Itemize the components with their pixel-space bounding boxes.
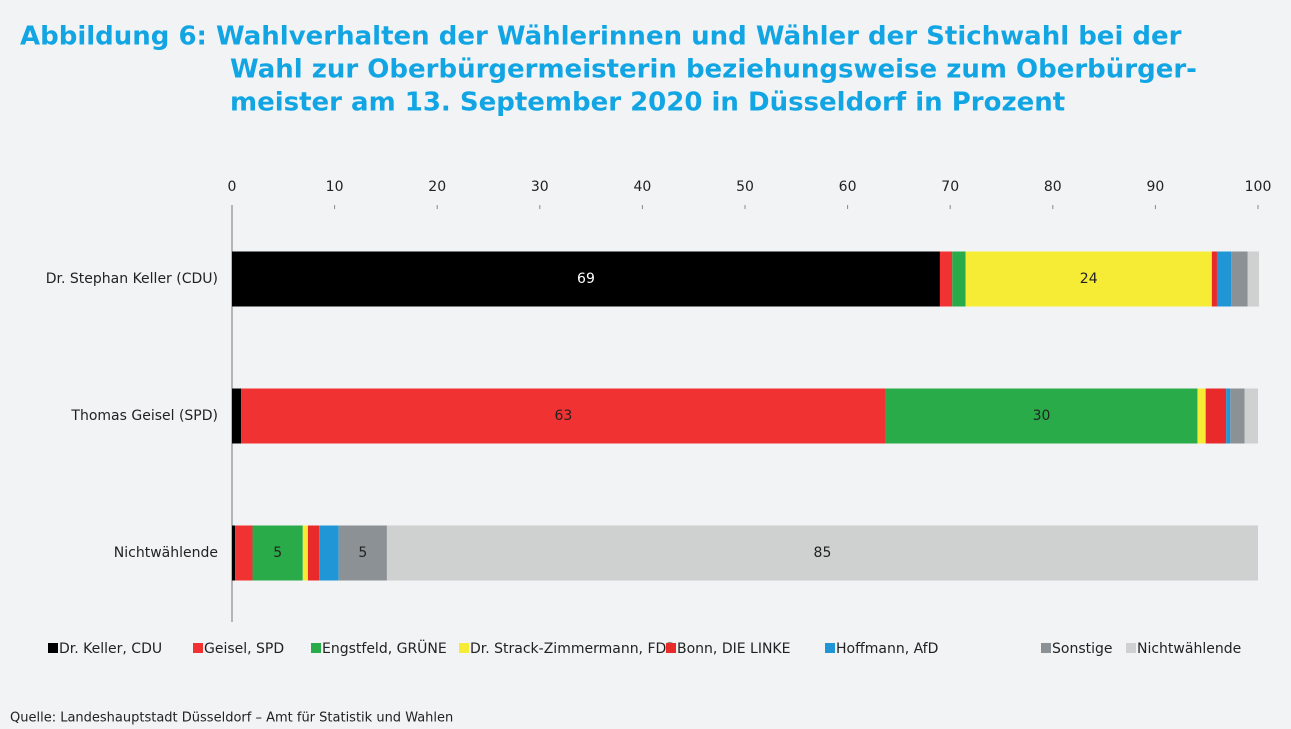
x-tick-label: 50 bbox=[736, 179, 754, 195]
bar-segment bbox=[1244, 388, 1258, 444]
y-tick-label: Dr. Stephan Keller (CDU) bbox=[46, 271, 218, 287]
x-tick-label: 20 bbox=[428, 179, 446, 195]
legend-swatch bbox=[311, 643, 321, 653]
bar-segment bbox=[232, 388, 242, 444]
bar-segment bbox=[232, 525, 236, 581]
x-tick-label: 90 bbox=[1146, 179, 1164, 195]
x-tick-label: 10 bbox=[326, 179, 344, 195]
x-tick-label: 30 bbox=[531, 179, 549, 195]
data-label: 5 bbox=[358, 545, 367, 561]
legend-swatch bbox=[1041, 643, 1051, 653]
bar-segment bbox=[1231, 251, 1248, 307]
legend-swatch bbox=[193, 643, 203, 653]
y-tick-label: Thomas Geisel (SPD) bbox=[70, 408, 218, 424]
bar-segment bbox=[1197, 388, 1206, 444]
bar-segment bbox=[1226, 388, 1231, 444]
x-tick-label: 80 bbox=[1044, 179, 1062, 195]
legend-swatch bbox=[1126, 643, 1136, 653]
bar-segment bbox=[386, 525, 1258, 581]
x-tick-label: 40 bbox=[633, 179, 651, 195]
data-label: 85 bbox=[814, 545, 832, 561]
legend-label: Dr. Keller, CDU bbox=[59, 641, 162, 657]
source: Quelle: Landeshauptstadt Düsseldorf – Am… bbox=[10, 711, 453, 726]
bar-segment bbox=[939, 251, 953, 307]
legend-label: Bonn, DIE LINKE bbox=[677, 641, 790, 657]
bar-segment bbox=[307, 525, 320, 581]
data-label: 69 bbox=[577, 271, 595, 287]
bar-segment bbox=[1247, 251, 1260, 307]
bar-segment bbox=[252, 525, 303, 581]
chart-title: Abbildung 6: Wahlverhalten der Wählerinn… bbox=[20, 22, 1182, 52]
legend-label: Sonstige bbox=[1052, 641, 1113, 657]
legend-swatch bbox=[825, 643, 835, 653]
y-tick-label: Nichtwählende bbox=[114, 545, 218, 561]
legend-swatch bbox=[48, 643, 58, 653]
bar-segment bbox=[1211, 251, 1217, 307]
x-tick-label: 100 bbox=[1245, 179, 1272, 195]
data-label: 30 bbox=[1033, 408, 1051, 424]
legend-swatch bbox=[666, 643, 676, 653]
bar-segment bbox=[965, 251, 1212, 307]
bar-segment bbox=[302, 525, 308, 581]
bar-segment bbox=[952, 251, 966, 307]
chart-title: Wahl zur Oberbürgermeisterin beziehungsw… bbox=[230, 55, 1197, 85]
legend-swatch bbox=[459, 643, 469, 653]
bar-segment bbox=[232, 251, 940, 307]
bar-segment bbox=[1216, 251, 1232, 307]
data-label: 63 bbox=[554, 408, 572, 424]
bar-segment bbox=[338, 525, 387, 581]
legend-label: Engstfeld, GRÜNE bbox=[322, 639, 447, 657]
bar-segment bbox=[235, 525, 253, 581]
legend-label: Nichtwählende bbox=[1137, 641, 1241, 657]
bar-segment bbox=[885, 388, 1198, 444]
legend-label: Hoffmann, AfD bbox=[836, 641, 938, 657]
bar-segment bbox=[1205, 388, 1227, 444]
data-label: 5 bbox=[273, 545, 282, 561]
x-tick-label: 70 bbox=[941, 179, 959, 195]
x-tick-label: 60 bbox=[839, 179, 857, 195]
bar-segment bbox=[319, 525, 339, 581]
bar-segment bbox=[241, 388, 886, 444]
legend-label: Geisel, SPD bbox=[204, 641, 284, 657]
data-label: 24 bbox=[1080, 271, 1098, 287]
legend-label: Dr. Strack-Zimmermann, FDP bbox=[470, 641, 675, 657]
x-tick-label: 0 bbox=[228, 179, 237, 195]
bar-segment bbox=[1230, 388, 1245, 444]
chart-title: meister am 13. September 2020 in Düsseld… bbox=[230, 88, 1065, 118]
